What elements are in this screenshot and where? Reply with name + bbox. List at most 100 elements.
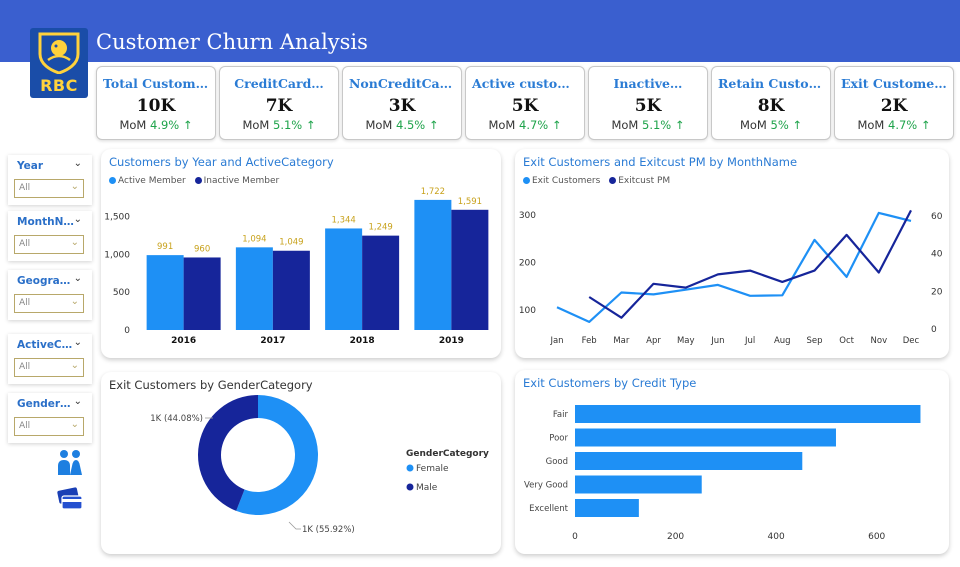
donut-slice — [236, 395, 318, 515]
kpi-mom-value: 4.5% — [396, 118, 426, 132]
x-tick-label: 2019 — [439, 336, 464, 346]
kpi-card: Active customers 5K MoM 4.7% ↑ — [465, 66, 585, 140]
chevron-down-icon[interactable]: ⌄ — [73, 214, 82, 225]
kpi-mom: MoM 5.1% ↑ — [589, 118, 707, 132]
x-tick-label: 600 — [868, 532, 885, 542]
y-tick-label: 500 — [113, 288, 130, 298]
legend-swatch-inactive — [194, 177, 202, 184]
dropdown-arrow-icon[interactable]: ⌄ — [70, 360, 79, 371]
x-tick-label: Nov — [871, 336, 888, 346]
legend-label: Female — [416, 464, 449, 474]
kpi-card: Exit Customers 2K MoM 4.7% ↑ — [834, 66, 954, 140]
slicer-value: All — [19, 298, 31, 308]
year-chart-panel: Customers by Year and ActiveCategory Act… — [101, 149, 501, 358]
up-arrow-icon: ↑ — [792, 118, 803, 132]
x-tick-label: Mar — [613, 336, 630, 346]
credit-card-icon[interactable] — [56, 485, 84, 517]
slicer-dropdown[interactable]: All ⌄ — [14, 235, 84, 254]
kpi-value: 3K — [388, 96, 416, 116]
y-tick-label-right: 40 — [931, 250, 943, 260]
bar — [575, 428, 836, 447]
slicer-title: MonthN… — [17, 216, 74, 228]
filter-slicer[interactable]: MonthN… ⌄ All ⌄ — [8, 211, 92, 261]
up-arrow-icon: ↑ — [182, 118, 193, 132]
data-label: 1,591 — [458, 197, 482, 207]
up-arrow-icon: ↑ — [305, 118, 316, 132]
slicer-dropdown[interactable]: All ⌄ — [14, 358, 84, 377]
y-tick-label: Poor — [549, 434, 568, 444]
credit-bar-chart: 0 200 400 600 Fair Poor Good Very Good Excellent — [524, 405, 921, 542]
chevron-down-icon[interactable]: ⌄ — [73, 337, 82, 348]
bar — [575, 499, 639, 517]
dropdown-arrow-icon[interactable]: ⌄ — [70, 296, 79, 307]
kpi-mom-label: MoM — [119, 118, 147, 132]
gender-chart-panel: Exit Customers by GenderCategory 1K (55.… — [101, 372, 501, 554]
bar — [414, 199, 452, 330]
legend-label: Male — [416, 483, 438, 493]
y-tick-label: Fair — [553, 410, 569, 420]
legend-label: Exitcust PM — [618, 176, 671, 186]
slicer-dropdown[interactable]: All ⌄ — [14, 179, 84, 198]
slicer-title: Geogra… — [17, 275, 71, 287]
kpi-mom-label: MoM — [365, 118, 393, 132]
chevron-down-icon[interactable]: ⌄ — [73, 158, 82, 169]
chevron-down-icon[interactable]: ⌄ — [73, 273, 82, 284]
bar — [575, 475, 702, 494]
leader-line — [288, 521, 301, 530]
rbc-wordmark: RBC — [40, 76, 78, 95]
filter-slicer[interactable]: Gender… ⌄ All ⌄ — [8, 393, 92, 443]
x-tick-label: 2017 — [260, 336, 285, 346]
chart-title: Exit Customers by GenderCategory — [109, 378, 313, 392]
dropdown-arrow-icon[interactable]: ⌄ — [70, 419, 79, 430]
kpi-label: Total Customers — [103, 76, 215, 91]
dropdown-arrow-icon[interactable]: ⌄ — [70, 181, 79, 192]
legend-swatch-exitpm — [609, 177, 617, 184]
chart-legend: Active Member Inactive Member — [109, 176, 285, 186]
kpi-value: 5K — [511, 96, 539, 116]
chart-legend: Exit Customers Exitcust PM — [523, 176, 676, 186]
kpi-card: CreditCard… 7K MoM 5.1% ↑ — [219, 66, 339, 140]
bar — [272, 250, 310, 330]
kpi-mom: MoM 4.7% ↑ — [466, 118, 584, 132]
y-tick-label-right: 20 — [931, 287, 943, 297]
x-tick-label: 200 — [667, 532, 684, 542]
x-tick-label: Feb — [582, 336, 597, 346]
kpi-label: NonCreditCard… — [349, 76, 461, 91]
page-title: Customer Churn Analysis — [96, 30, 368, 54]
series-line — [588, 209, 912, 319]
filter-slicer[interactable]: Year ⌄ All ⌄ — [8, 155, 92, 205]
up-arrow-icon: ↑ — [674, 118, 685, 132]
y-tick-label: Good — [546, 457, 568, 467]
chart-title: Exit Customers and Exitcust PM by MonthN… — [523, 155, 798, 169]
kpi-mom: MoM 4.5% ↑ — [343, 118, 461, 132]
filter-slicer[interactable]: ActiveC… ⌄ All ⌄ — [8, 334, 92, 384]
up-arrow-icon: ↑ — [551, 118, 562, 132]
bar — [235, 247, 273, 330]
x-tick-label: 2016 — [171, 336, 196, 346]
gender-donut-chart: 1K (55.92%) 1K (44.08%) GenderCategory Fema… — [150, 395, 489, 535]
kpi-mom-value: 4.7% — [888, 118, 918, 132]
kpi-label: Inactive… — [613, 76, 683, 91]
dropdown-arrow-icon[interactable]: ⌄ — [70, 237, 79, 248]
kpi-mom-value: 5.1% — [642, 118, 672, 132]
slicer-dropdown[interactable]: All ⌄ — [14, 417, 84, 436]
year-bar-chart: 0 500 1,000 1,500 991 960 2016 1,094 1,049 2017 1,… — [104, 187, 489, 346]
kpi-mom-value: 5.1% — [273, 118, 303, 132]
slicer-title: ActiveC… — [17, 339, 73, 351]
chart-title: Exit Customers by Credit Type — [523, 376, 697, 390]
x-tick-label: Jun — [710, 336, 724, 346]
series-line — [556, 211, 912, 323]
slicer-dropdown[interactable]: All ⌄ — [14, 294, 84, 313]
kpi-value: 8K — [757, 96, 785, 116]
kpi-value: 5K — [634, 96, 662, 116]
legend-label: Active Member — [118, 176, 186, 186]
people-icon[interactable] — [56, 448, 84, 480]
filter-slicer[interactable]: Geogra… ⌄ All ⌄ — [8, 270, 92, 320]
kpi-mom-value: 4.7% — [519, 118, 549, 132]
slice-label: 1K (55.92%) — [302, 525, 355, 535]
chevron-down-icon[interactable]: ⌄ — [73, 396, 82, 407]
month-line-chart: 100 200 300 0 20 40 60 Jan Feb Mar Apr May Jun Jul Aug… — [519, 209, 943, 346]
bar — [575, 452, 803, 470]
kpi-mom: MoM 5% ↑ — [712, 118, 830, 132]
kpi-label: Retain Customers — [718, 76, 830, 91]
